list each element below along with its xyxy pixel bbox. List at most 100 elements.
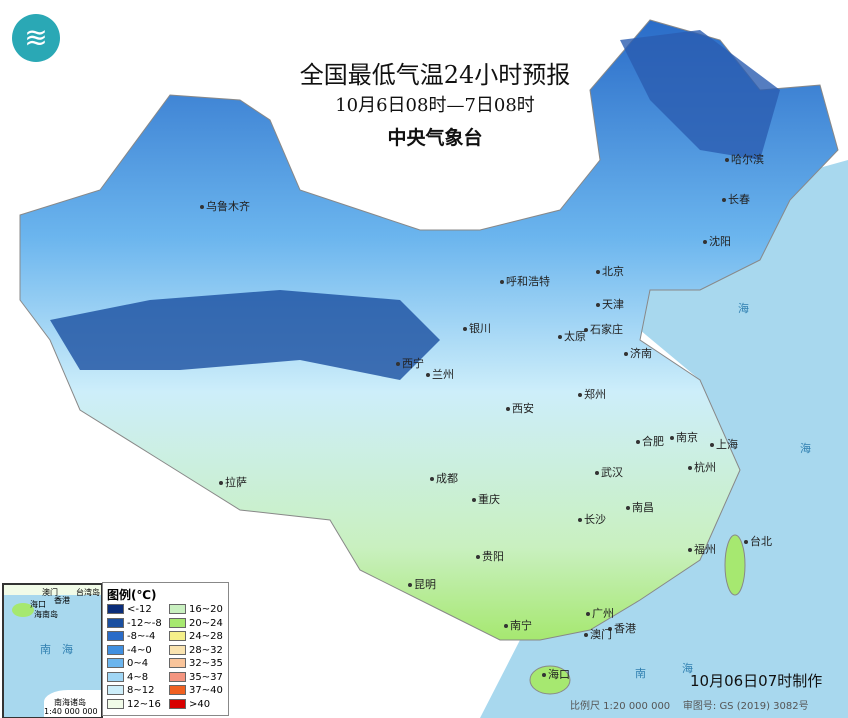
legend-swatch: [107, 617, 124, 628]
legend-label: <-12: [127, 604, 152, 615]
legend-item: 28~32: [165, 644, 227, 657]
city-label: 西安: [506, 400, 534, 416]
city-label: 天津: [596, 296, 624, 312]
legend-label: 4~8: [127, 671, 149, 683]
legend-swatch: [107, 644, 124, 655]
city-label: 成都: [430, 470, 458, 486]
city-label: 长春: [722, 191, 750, 207]
inset-scale: 1:40 000 000: [44, 707, 98, 716]
legend-label: 37~40: [189, 685, 223, 696]
legend-swatch: [169, 617, 186, 628]
legend-label: -12~-8: [127, 617, 162, 629]
city-label: 太原: [558, 328, 586, 344]
legend-swatch: [169, 671, 186, 682]
legend-label: 24~28: [189, 631, 223, 642]
city-label: 兰州: [426, 366, 454, 382]
approval-number: 审图号: GS (2019) 3082号: [682, 701, 809, 712]
city-label: 海口: [542, 666, 570, 682]
south-china-sea-inset: 澳门 香港 台湾岛 海口 海南岛 南 海 南海诸岛 1:40 000 000: [2, 583, 103, 718]
sea-label: 海: [738, 302, 749, 315]
legend-label: 32~35: [189, 658, 223, 669]
city-label: 西宁: [396, 355, 424, 371]
legend-swatch: [107, 671, 124, 682]
production-time: 10月06日07时制作: [690, 672, 823, 690]
city-label: 贵阳: [476, 548, 504, 564]
legend-label: 20~24: [189, 617, 223, 629]
legend: 图例(℃) <-12 -12~-8 -8~-4 -4~0 0~4 4~8 8~12 12~16…: [102, 582, 229, 716]
inset-hainan: [12, 603, 34, 617]
legend-label: 8~12: [127, 685, 155, 696]
legend-swatch: [107, 685, 124, 695]
city-label: 昆明: [408, 576, 436, 592]
legend-item: 37~40: [165, 684, 227, 697]
legend-label: 28~32: [189, 644, 223, 656]
city-label: 重庆: [472, 491, 500, 507]
legend-label: >40: [189, 698, 211, 710]
taiwan-island: [724, 534, 746, 596]
inset-label: 香港: [54, 596, 70, 605]
city-label: 武汉: [595, 464, 623, 480]
city-label: 济南: [624, 345, 652, 361]
city-label: 长沙: [578, 511, 606, 527]
northeast-cold: [620, 30, 780, 160]
legend-item: 24~28: [165, 630, 227, 643]
legend-label: -8~-4: [127, 631, 156, 642]
legend-swatch: [107, 631, 124, 641]
legend-swatch: [169, 631, 186, 641]
legend-swatch: [107, 658, 124, 668]
inset-label: 海: [62, 643, 73, 656]
inset-label: 澳门: [42, 588, 58, 597]
legend-label: 35~37: [189, 671, 223, 683]
legend-swatch: [169, 604, 186, 614]
city-label: 南宁: [504, 617, 532, 633]
city-label: 南京: [670, 429, 698, 445]
legend-item: >40: [165, 698, 227, 711]
legend-item: 0~4: [103, 657, 165, 670]
city-label: 银川: [463, 320, 491, 336]
legend-item: 4~8: [103, 671, 165, 684]
legend-item: 16~20: [165, 603, 227, 616]
legend-item: -8~-4: [103, 630, 165, 643]
city-label: 台北: [744, 533, 772, 549]
scale-text: 比例尺 1:20 000 000: [570, 701, 671, 712]
city-label: 南昌: [626, 499, 654, 515]
legend-item: 8~12: [103, 684, 165, 697]
city-label: 乌鲁木齐: [200, 198, 250, 214]
city-label: 北京: [596, 263, 624, 279]
inset-label: 海口: [30, 600, 46, 609]
sea-label: 南: [635, 667, 646, 680]
city-label: 哈尔滨: [725, 151, 764, 167]
legend-swatch: [169, 644, 186, 655]
map-title: 全国最低气温24小时预报: [299, 61, 571, 89]
legend-item: 20~24: [165, 617, 227, 630]
legend-item: 32~35: [165, 657, 227, 670]
sea-area: [480, 160, 848, 718]
inset-mainland: [4, 585, 101, 595]
cma-logo-icon: ≋: [12, 14, 60, 62]
legend-item: 35~37: [165, 671, 227, 684]
legend-swatch: [107, 604, 124, 614]
issuer: 中央气象台: [387, 127, 483, 149]
legend-label: 12~16: [127, 698, 161, 710]
city-label: 拉萨: [219, 474, 247, 490]
legend-swatch: [169, 698, 186, 709]
legend-swatch: [169, 658, 186, 668]
forecast-period: 10月6日08时—7日08时: [335, 95, 535, 116]
sea-label: 海: [682, 662, 693, 675]
inset-land: [44, 690, 101, 717]
inset-label: 海南岛: [34, 610, 58, 619]
city-label: 澳门: [584, 626, 612, 642]
legend-label: 16~20: [189, 604, 223, 615]
city-label: 石家庄: [584, 321, 623, 337]
city-label: 呼和浩特: [500, 273, 550, 289]
legend-title: 图例(℃): [107, 588, 157, 602]
inset-label: 南海诸岛: [54, 698, 86, 707]
city-label: 上海: [710, 436, 738, 452]
inset-label: 南: [40, 643, 51, 656]
tibet-cold-band: [50, 290, 440, 380]
legend-label: 0~4: [127, 658, 149, 669]
city-label: 福州: [688, 541, 716, 557]
city-label: 合肥: [636, 433, 664, 449]
city-label: 郑州: [578, 386, 606, 402]
